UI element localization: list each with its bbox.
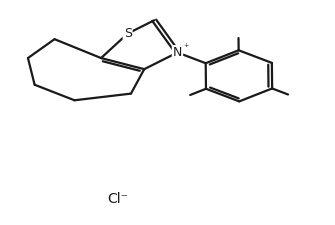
Text: ⁺: ⁺ (183, 43, 188, 53)
Text: S: S (124, 27, 132, 40)
Text: N: N (173, 46, 182, 59)
Text: Cl⁻: Cl⁻ (107, 192, 128, 206)
